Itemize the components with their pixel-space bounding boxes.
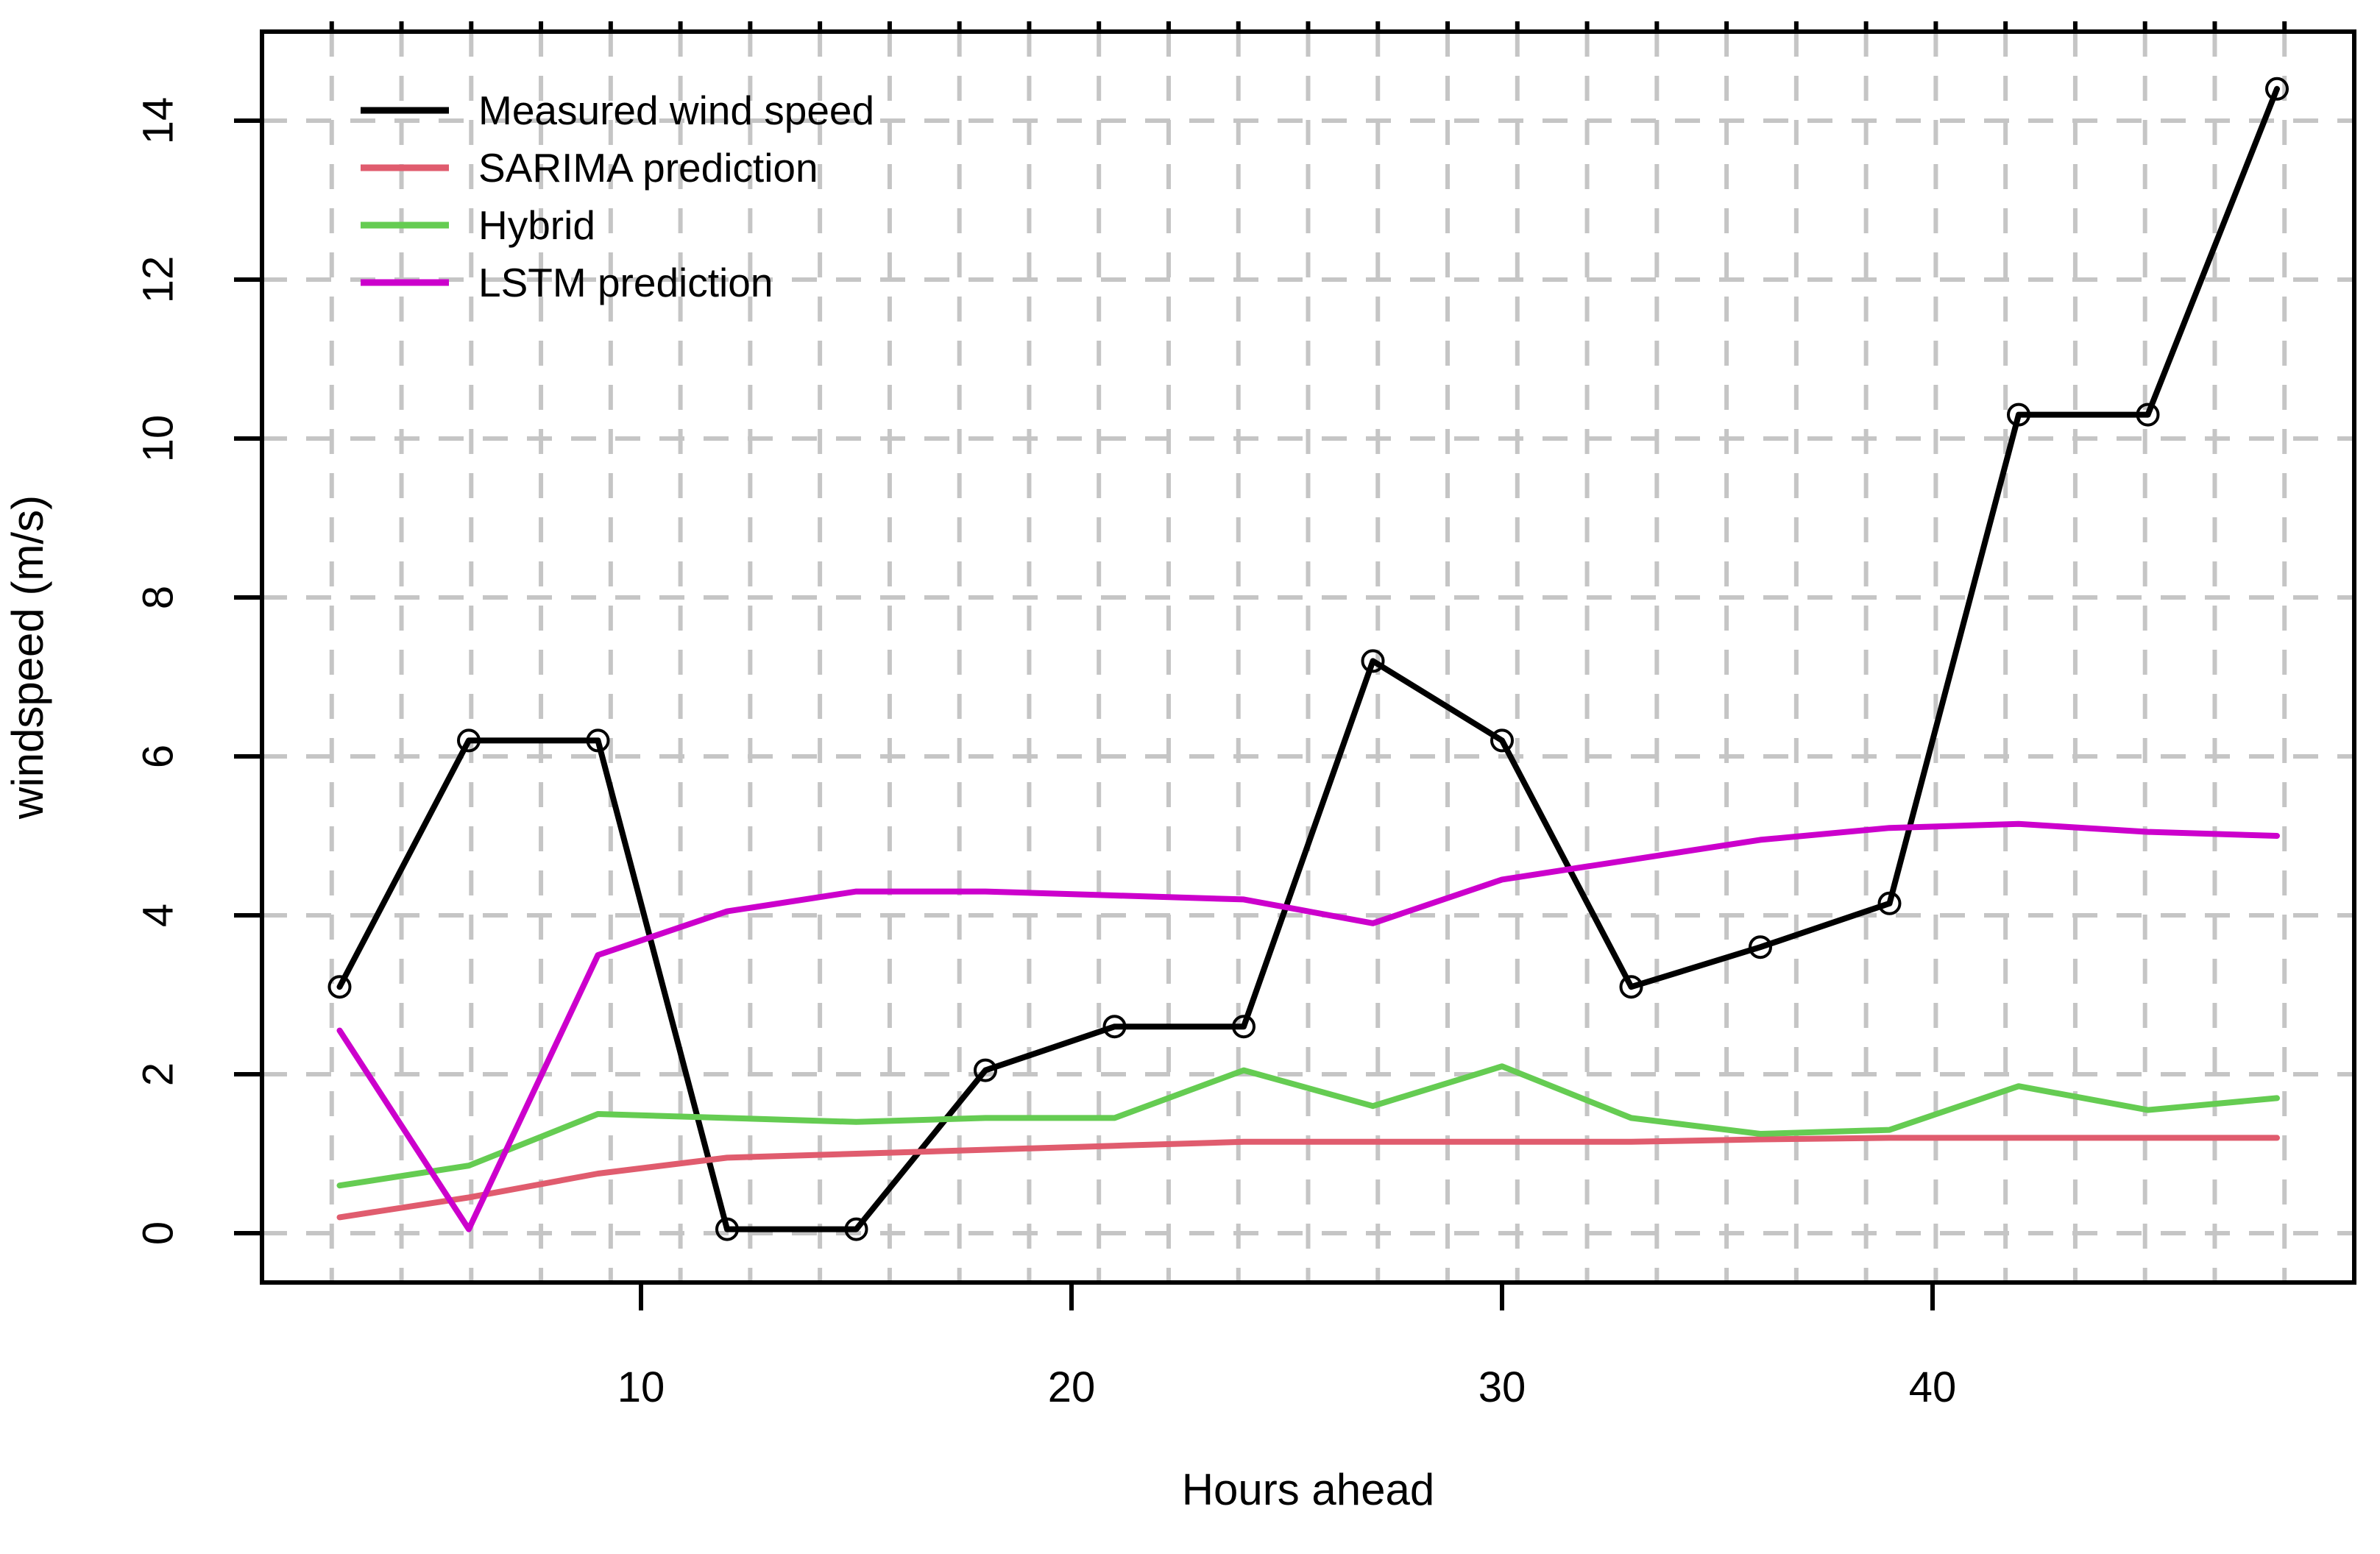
series-line-lstm-prediction [336, 820, 2280, 1232]
series-line-sarima-prediction [336, 1135, 2280, 1221]
x-tick-label: 20 [1048, 1363, 1096, 1411]
series-line-measured-wind-speed [336, 85, 2280, 1232]
data-point-marker [1490, 728, 1514, 753]
y-tick-label: 2 [135, 1062, 183, 1086]
data-point-marker [1102, 1015, 1127, 1039]
data-point-marker [1361, 649, 1385, 673]
data-point-marker [2136, 402, 2160, 427]
data-point-marker [1877, 891, 1902, 915]
x-tick-label: 30 [1478, 1363, 1526, 1411]
data-point-marker [2007, 402, 2030, 427]
plot-border [260, 29, 2356, 1285]
legend-label: SARIMA prediction [478, 145, 818, 191]
x-tick-label: 40 [1909, 1363, 1957, 1411]
series-line-hybrid [336, 1063, 2280, 1189]
y-tick-label: 4 [135, 904, 183, 927]
y-tick-label: 10 [135, 415, 183, 463]
y-tick-label: 8 [135, 586, 183, 609]
data-point-marker [1749, 935, 1772, 959]
data-point-marker [974, 1058, 997, 1082]
x-tick-label: 10 [617, 1363, 665, 1411]
legend-label: Hybrid [478, 202, 595, 248]
data-point-marker [457, 728, 481, 753]
y-axis-title: windspeed (m/s) [3, 495, 52, 820]
data-point-marker [2265, 77, 2289, 101]
data-point-marker [715, 1217, 739, 1241]
data-point-marker [844, 1217, 868, 1241]
y-tick-label: 12 [135, 256, 183, 304]
legend-label: Measured wind speed [478, 88, 874, 133]
y-tick-label: 6 [135, 745, 183, 768]
legend-label: LSTM prediction [478, 260, 773, 305]
y-tick-label: 14 [135, 97, 183, 145]
data-point-marker [1232, 1015, 1255, 1039]
data-point-marker [1619, 975, 1643, 999]
y-tick-label: 0 [135, 1221, 183, 1245]
x-axis-title: Hours ahead [1182, 1465, 1435, 1514]
data-point-marker [327, 975, 352, 999]
data-point-marker [586, 728, 610, 753]
